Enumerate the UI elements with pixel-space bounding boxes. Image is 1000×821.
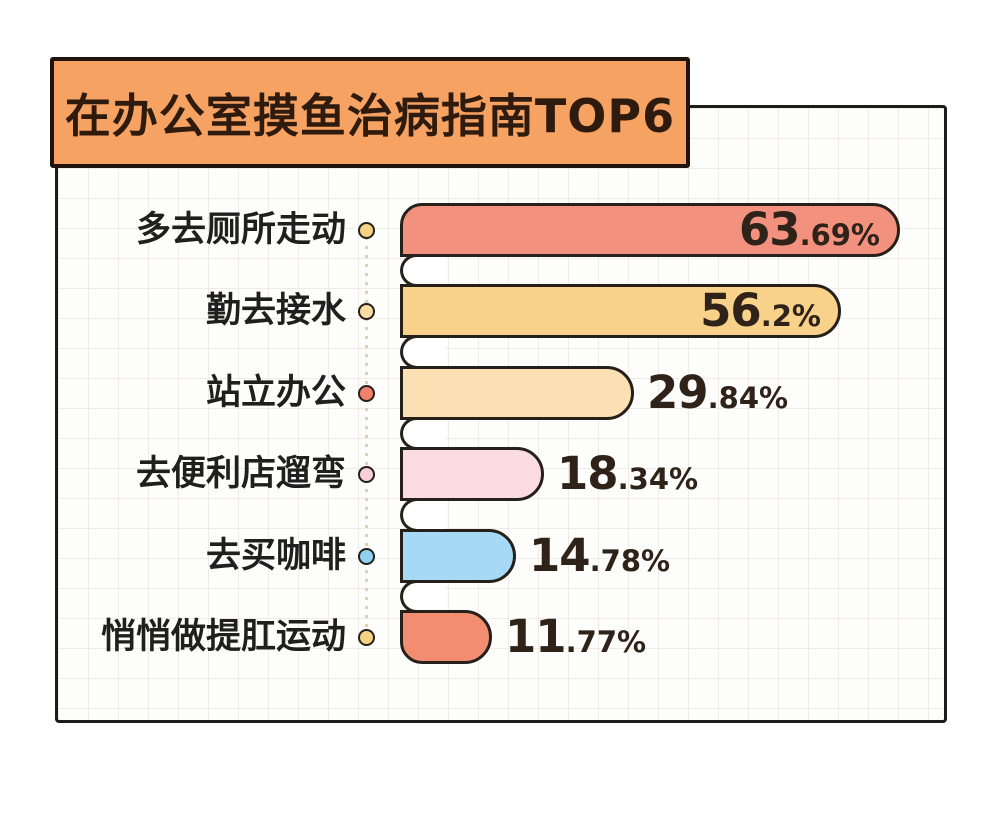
percent-fraction-part: .34% [617, 462, 699, 496]
category-dot-marker [358, 548, 375, 565]
percent-label: 18.34% [557, 447, 698, 501]
category-dot-marker [358, 303, 375, 320]
percent-label: 63.69% [739, 203, 880, 257]
spine-notch [400, 580, 446, 613]
value-bar [400, 203, 900, 257]
percent-fraction-part: .77% [565, 625, 647, 659]
percent-label: 29.84% [647, 366, 788, 420]
percent-label: 11.77% [505, 610, 646, 664]
category-label: 站立办公 [205, 373, 346, 413]
percent-fraction-part: .84% [707, 381, 789, 415]
percent-fraction-part: .78% [589, 544, 671, 578]
spine-notch [400, 335, 446, 369]
percent-integer-part: 29 [647, 366, 709, 419]
percent-integer-part: 11 [505, 610, 567, 663]
percent-integer-part: 14 [529, 529, 591, 582]
category-dot-marker [358, 385, 375, 402]
percent-integer-part: 18 [557, 447, 619, 500]
value-bar [400, 610, 492, 664]
percent-integer-part: 56 [700, 284, 762, 337]
value-bar [400, 366, 634, 420]
percent-fraction-part: .69% [799, 218, 880, 252]
percent-fraction-part: .2% [760, 299, 821, 333]
category-dot-marker [358, 466, 375, 483]
dotted-connector-line [365, 228, 368, 644]
value-bar [400, 529, 516, 583]
category-dot-marker [358, 629, 375, 646]
category-label: 多去厕所走动 [135, 210, 346, 250]
percent-integer-part: 63 [738, 203, 801, 256]
spine-notch [400, 254, 446, 287]
category-dot-marker [358, 222, 375, 239]
percent-label: 14.78% [529, 529, 670, 583]
category-label: 勤去接水 [205, 291, 346, 331]
category-label: 去便利店遛弯 [135, 454, 346, 494]
spine-notch [400, 498, 446, 532]
percent-label: 56.2% [700, 284, 821, 338]
value-bar [400, 284, 841, 338]
category-label: 悄悄做提肛运动 [100, 617, 346, 657]
chart-title-box: 在办公室摸鱼治病指南TOP6 [50, 57, 690, 168]
spine-notch [400, 417, 446, 450]
value-bar [400, 447, 544, 501]
chart-title: 在办公室摸鱼治病指南TOP6 [64, 88, 676, 143]
category-label: 去买咖啡 [205, 536, 346, 576]
